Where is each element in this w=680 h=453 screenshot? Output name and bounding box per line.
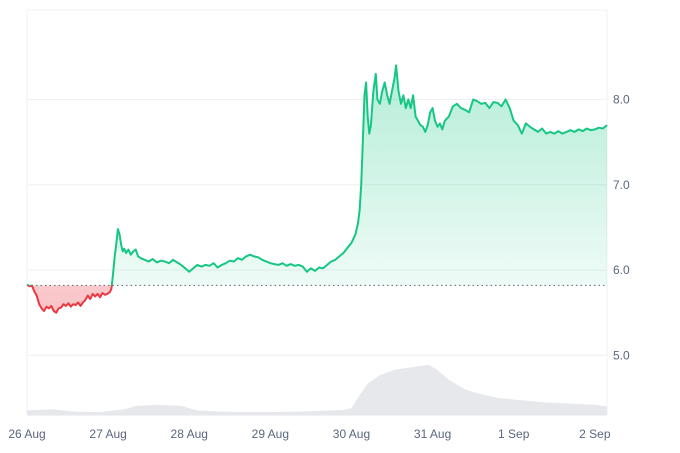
price-areas xyxy=(27,65,607,313)
price-lines xyxy=(26,64,608,314)
volume-area xyxy=(27,364,607,415)
x-tick-label: 26 Aug xyxy=(8,427,45,441)
x-tick-label: 28 Aug xyxy=(171,427,208,441)
x-axis-labels: 26 Aug 27 Aug 28 Aug 29 Aug 30 Aug 31 Aug 1 Se… xyxy=(8,427,611,441)
price-line-up xyxy=(26,64,608,286)
area-below-baseline xyxy=(27,285,607,313)
price-line-down xyxy=(26,285,113,314)
x-tick-label: 30 Aug xyxy=(333,427,370,441)
y-tick-label: 8.0 xyxy=(613,93,630,107)
area-above-baseline xyxy=(27,65,607,286)
volume-shape xyxy=(27,364,607,415)
x-tick-label: 31 Aug xyxy=(414,427,451,441)
y-axis-labels: 8.0 7.0 6.0 5.0 xyxy=(613,93,630,363)
x-tick-label: 27 Aug xyxy=(89,427,126,441)
y-tick-label: 5.0 xyxy=(613,348,630,362)
y-tick-label: 6.0 xyxy=(613,263,630,277)
x-tick-label: 2 Sep xyxy=(579,427,611,441)
x-tick-label: 29 Aug xyxy=(252,427,289,441)
x-tick-label: 1 Sep xyxy=(498,427,530,441)
y-tick-label: 7.0 xyxy=(613,178,630,192)
